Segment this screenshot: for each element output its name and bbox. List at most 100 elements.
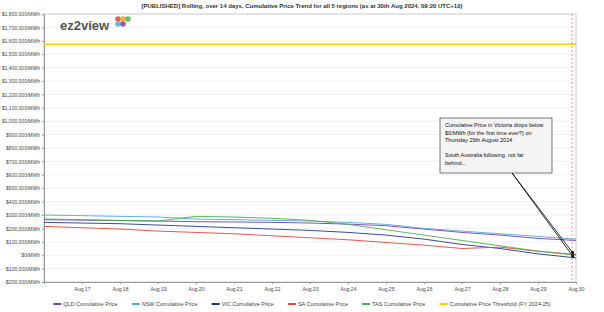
x-tick-mark	[538, 282, 539, 284]
grid-line	[44, 27, 576, 28]
annotation-arrow	[512, 173, 574, 255]
y-tick-mark	[42, 282, 44, 283]
y-tick-label: $0/MWh	[21, 252, 40, 258]
annotation-arrow	[512, 173, 574, 258]
x-tick: Aug 19	[151, 282, 167, 292]
y-tick-label: $1,300,000/MWh	[2, 78, 40, 84]
x-tick-mark	[310, 282, 311, 284]
x-axis: Aug 17 Aug 18 Aug 19 Aug 20 Aug 21 Aug 22 Aug …	[45, 282, 585, 292]
title: [PUBLISHED] Rolling, over 14 days, Cumul…	[141, 3, 462, 9]
logo-dot	[125, 16, 131, 22]
legend-swatch	[53, 303, 61, 305]
x-tick: Aug 27	[455, 282, 471, 292]
x-tick: Aug 30	[569, 282, 585, 292]
y-tick-mark	[42, 81, 44, 82]
y-tick-label: $500,000/MWh	[6, 185, 40, 191]
legend-swatch	[212, 303, 220, 305]
legend-swatch	[288, 303, 296, 305]
legend-swatch	[132, 303, 140, 305]
x-tick-label: Aug 19	[151, 286, 167, 292]
x-tick-mark	[234, 282, 235, 284]
y-tick: $700,000/MWh	[6, 159, 44, 165]
x-tick-label: Aug 21	[227, 286, 243, 292]
y-tick: $1,100,000/MWh	[2, 105, 44, 111]
legend-label: VIC Cumulative Price	[222, 301, 274, 307]
y-tick: $1,700,000/MWh	[2, 25, 44, 31]
x-tick-mark	[120, 282, 121, 284]
x-tick: Aug 20	[189, 282, 205, 292]
grid-line	[44, 215, 576, 216]
grid-line	[44, 241, 576, 242]
x-tick: Aug 25	[379, 282, 395, 292]
logo-dot	[120, 21, 126, 27]
x-tick-mark	[424, 282, 425, 284]
y-tick-mark	[42, 41, 44, 42]
legend-item: SA Cumulative Price	[288, 301, 348, 307]
legend-item: VIC Cumulative Price	[212, 301, 274, 307]
y-tick: $1,400,000/MWh	[2, 65, 44, 71]
y-tick: $1,800,000/MWh	[2, 11, 44, 17]
y-tick-mark	[42, 161, 44, 162]
y-tick-label: $800,000/MWh	[6, 145, 40, 151]
current-time-line	[572, 14, 573, 282]
x-tick-label: Aug 20	[189, 286, 205, 292]
series-line	[44, 222, 576, 258]
y-tick: $0/MWh	[21, 252, 44, 258]
y-tick: $1,200,000/MWh	[2, 92, 44, 98]
x-tick-label: Aug 23	[303, 286, 319, 292]
grid-line	[44, 255, 576, 256]
y-tick-mark	[42, 269, 44, 270]
y-tick-label: $400,000/MWh	[6, 199, 40, 205]
plot-frame	[44, 14, 576, 282]
x-tick-mark	[44, 282, 45, 284]
y-tick-mark	[42, 255, 44, 256]
y-tick-mark	[42, 215, 44, 216]
x-tick: Aug 22	[265, 282, 281, 292]
legend-label: NSW Cumulative Price	[142, 301, 198, 307]
y-tick-mark	[42, 202, 44, 203]
x-tick: Aug 29	[531, 282, 547, 292]
series-line	[44, 44, 576, 46]
x-tick-mark	[348, 282, 349, 284]
y-tick-mark	[42, 27, 44, 28]
x-tick-mark	[272, 282, 273, 284]
x-tick-mark	[82, 282, 83, 284]
y-tick: -$100,000/MWh	[4, 266, 44, 272]
x-tick-label: Aug 22	[265, 286, 281, 292]
x-tick: Aug 21	[227, 282, 243, 292]
y-tick-mark	[42, 121, 44, 122]
grid-line	[44, 67, 576, 68]
legend-label: TAS Cumulative Price	[372, 301, 425, 307]
x-tick-label: Aug 17	[75, 286, 91, 292]
y-tick-label: $1,600,000/MWh	[2, 38, 40, 44]
y-tick-label: $1,200,000/MWh	[2, 92, 40, 98]
x-tick: Aug 18	[113, 282, 129, 292]
y-tick: $200,000/MWh	[6, 226, 44, 232]
y-tick-label: $600,000/MWh	[6, 172, 40, 178]
y-tick-label: $1,400,000/MWh	[2, 65, 40, 71]
x-tick-mark	[576, 282, 577, 284]
grid-line	[44, 54, 576, 55]
x-tick: Aug 26	[417, 282, 433, 292]
annotation-text: South Australia following, not far	[445, 152, 524, 158]
x-tick-label: Aug 26	[417, 286, 433, 292]
y-tick: $900,000/MWh	[6, 132, 44, 138]
y-tick-label: $1,500,000/MWh	[2, 51, 40, 57]
legend-label: QLD Cumulative Price	[63, 301, 117, 307]
y-tick-label: $1,000,000/MWh	[2, 118, 40, 124]
x-tick-mark	[462, 282, 463, 284]
y-tick-mark	[42, 228, 44, 229]
legend-item: Cumulative Price Threshold (FY 2024-25)	[439, 301, 550, 307]
series-lines	[44, 44, 576, 258]
legend-item: QLD Cumulative Price	[53, 301, 117, 307]
logo-dot	[120, 16, 126, 22]
y-tick-label: $1,800,000/MWh	[2, 11, 40, 17]
x-tick-label: Aug 25	[379, 286, 395, 292]
logo-dot	[115, 16, 121, 22]
grid-line	[44, 188, 576, 189]
grid-line	[44, 94, 576, 95]
x-tick-mark	[196, 282, 197, 284]
annotation-text: Thursday 29th August 2024	[445, 137, 512, 143]
y-tick-mark	[42, 14, 44, 15]
x-tick-label: Aug 24	[341, 286, 357, 292]
